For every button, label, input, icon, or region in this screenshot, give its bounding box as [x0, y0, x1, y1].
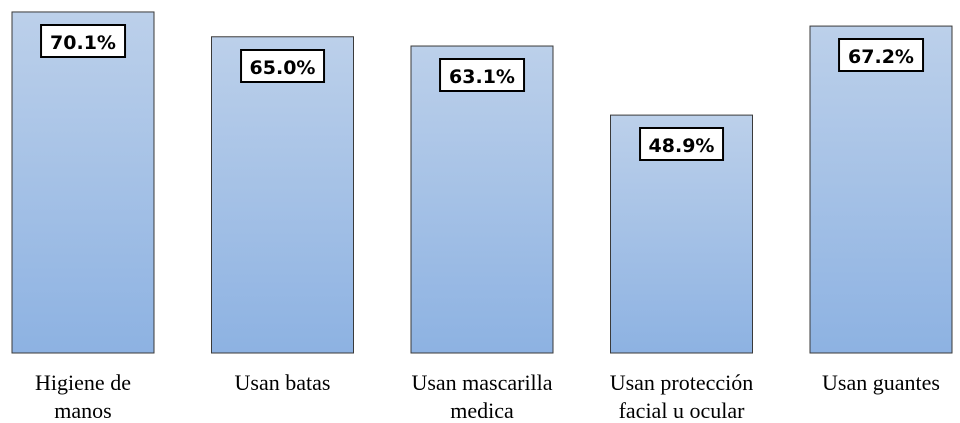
bar [211, 36, 354, 354]
x-tick-label: Higiene de manos [35, 370, 131, 423]
x-tick-label: Usan mascarilla medica [411, 370, 553, 423]
bar [410, 45, 554, 354]
value-label: 63.1% [439, 58, 525, 93]
value-label: 67.2% [838, 38, 924, 73]
bar [809, 25, 953, 354]
x-tick-label: Usan protección facial u ocular [609, 370, 754, 423]
x-tick-label: Usan batas [234, 370, 331, 395]
bar [11, 11, 155, 354]
x-tick-label: Usan guantes [822, 370, 940, 395]
value-label: 48.9% [638, 127, 725, 162]
value-label: 65.0% [239, 48, 326, 83]
value-label: 70.1% [40, 23, 126, 58]
